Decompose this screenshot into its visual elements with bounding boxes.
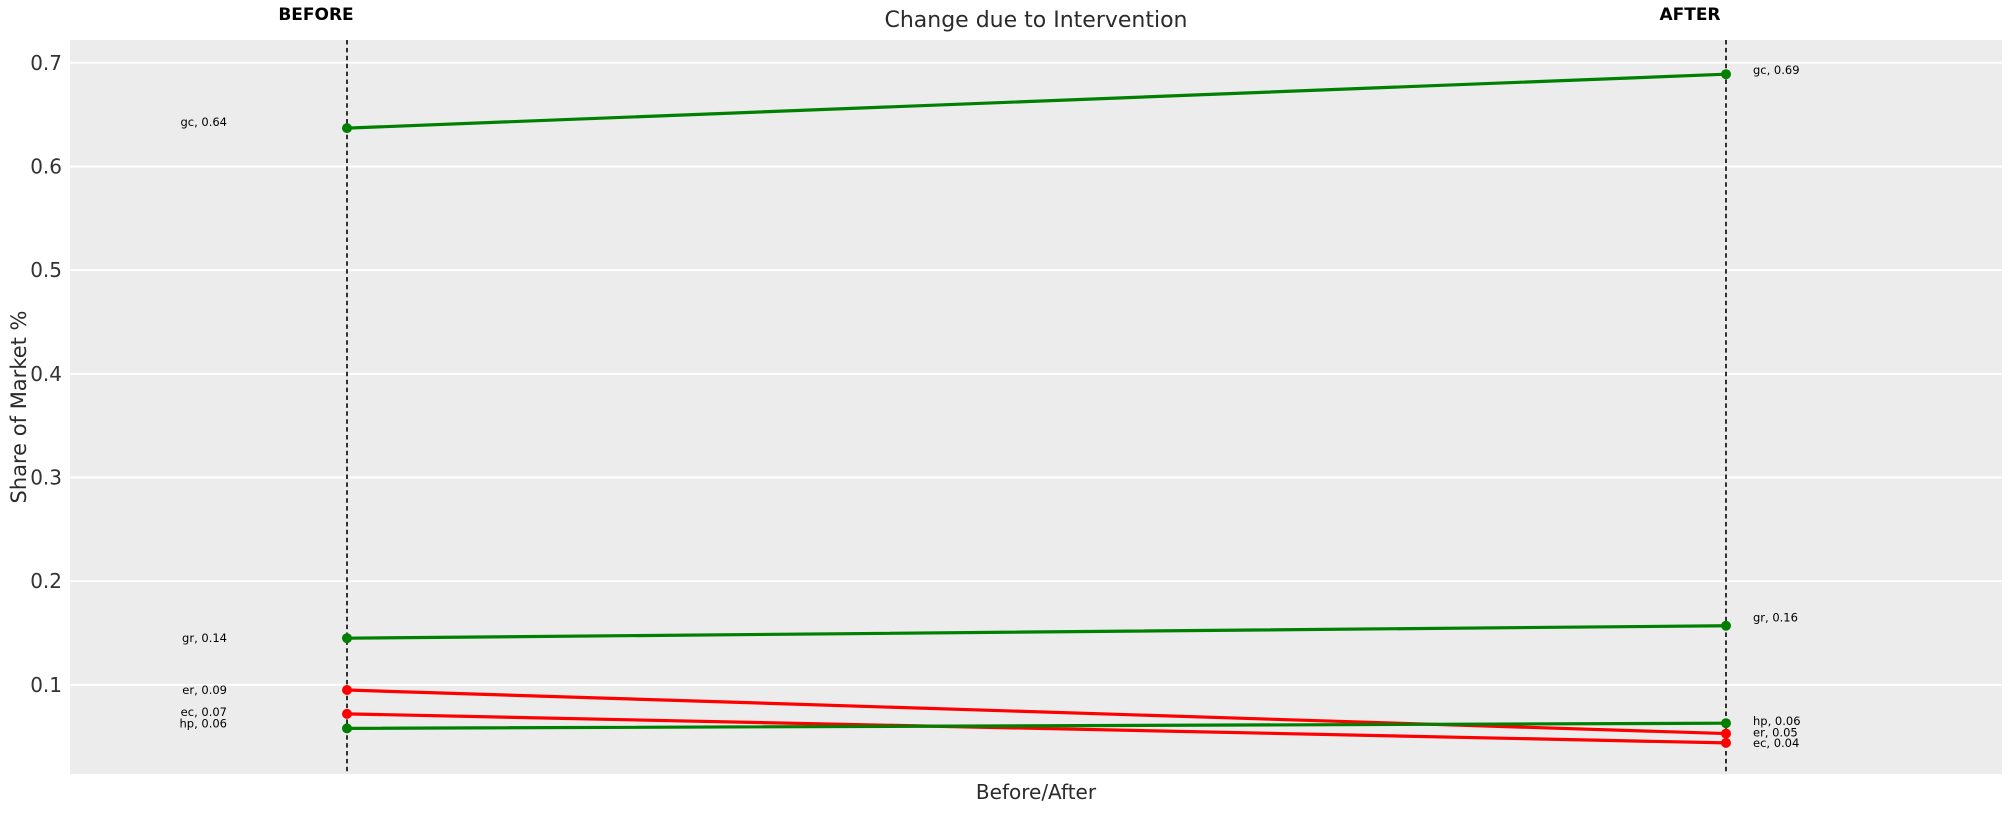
series-line-er (345, 688, 1728, 736)
point-ec-after (1721, 737, 1731, 748)
point-label-gc-before: gc, 0.64 (180, 115, 227, 129)
point-label-hp-after: hp, 0.06 (1753, 714, 1801, 728)
plot-area (70, 40, 2002, 774)
point-label-er-before: er, 0.09 (182, 683, 227, 697)
y-tick-label-0.3: 0.3 (30, 465, 62, 489)
point-gr-before (342, 633, 352, 644)
point-label-gc-after: gc, 0.69 (1753, 63, 1800, 77)
y-tick-label-0.4: 0.4 (30, 362, 62, 386)
category-guide-lines (346, 40, 1727, 774)
y-tick-label-0.5: 0.5 (30, 258, 62, 282)
series-line-gc (345, 72, 1728, 130)
point-hp-after (1721, 718, 1731, 729)
point-label-ec-after: ec, 0.04 (1753, 736, 1799, 750)
point-label-ec-before: ec, 0.07 (181, 705, 227, 719)
y-tick-label-0.1: 0.1 (30, 673, 62, 697)
y-tick-label-0.7: 0.7 (30, 51, 62, 75)
y-axis-label: Share of Market % (7, 310, 31, 503)
point-hp-before (342, 723, 352, 734)
point-label-gr-after: gr, 0.16 (1753, 611, 1798, 625)
point-label-gr-before: gr, 0.14 (182, 631, 227, 645)
chart-title: Change due to Intervention (884, 8, 1187, 33)
point-er-before (342, 685, 352, 696)
point-labels: gc, 0.64 gc, 0.69 gr, 0.14 gr, 0.16 er, 0.09… (179, 63, 1800, 750)
series-lines (342, 69, 1731, 748)
series-line-ec (345, 712, 1728, 745)
point-label-hp-before: hp, 0.06 (179, 716, 227, 730)
series-line-hp (345, 721, 1728, 730)
point-er-after (1721, 728, 1731, 739)
after-column-header: AFTER (1659, 5, 1720, 25)
point-label-er-after: er, 0.05 (1753, 726, 1798, 740)
point-gc-after (1721, 69, 1731, 80)
point-ec-before (342, 708, 352, 719)
y-tick-labels: 0.1 0.2 0.3 0.4 0.5 0.6 0.7 (30, 51, 62, 697)
gridlines (70, 61, 2002, 686)
y-tick-label-0.6: 0.6 (30, 154, 62, 178)
point-gc-before (342, 123, 352, 134)
y-tick-label-0.2: 0.2 (30, 569, 62, 593)
series-line-gr (345, 624, 1728, 640)
point-gr-after (1721, 620, 1731, 631)
x-axis-label: Before/After (976, 780, 1097, 804)
before-column-header: BEFORE (278, 5, 353, 25)
